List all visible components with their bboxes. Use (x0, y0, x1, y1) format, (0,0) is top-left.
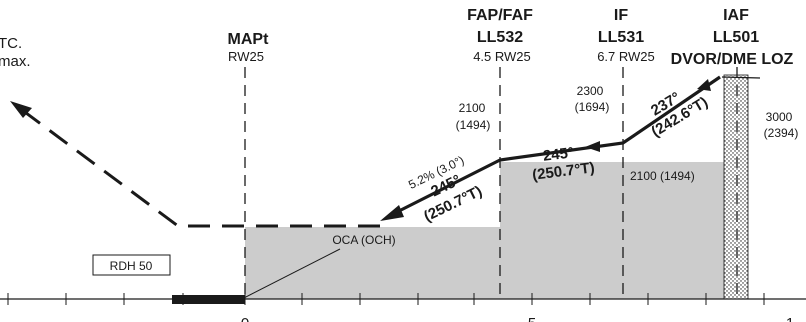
rdh-box (92, 254, 171, 276)
iaf-name-3: DVOR/DME LOZ (671, 51, 794, 68)
if-name-1: IF (614, 7, 628, 24)
missed-approach-path (17, 105, 380, 228)
faf-height: (1494) (456, 118, 491, 132)
iaf-name-2: LL501 (713, 29, 759, 46)
missed-approach-arrowhead (10, 101, 32, 118)
final-approach-arrowhead (380, 205, 404, 221)
if-name-2: LL531 (598, 29, 644, 46)
faf-sub: 4.5 RW25 (473, 49, 531, 64)
if-altitude: 2300 (577, 84, 604, 98)
descent-profile (394, 75, 721, 215)
top-left-text-1: TC. (0, 35, 22, 52)
oca-segment-area (245, 227, 500, 299)
mapt-name: MAPt (228, 31, 270, 48)
iaf-leader-line (721, 76, 761, 79)
oca-och-label: OCA (OCH) (332, 233, 395, 247)
iaf-if-track-arrow (697, 79, 711, 91)
if-sub: 6.7 RW25 (597, 49, 655, 64)
rdh-label: RDH 50 (110, 259, 153, 273)
faf-altitude: 2100 (459, 101, 486, 115)
iaf-stipple-area (723, 74, 749, 300)
plateau-altitude: 2100 (1494) (630, 169, 695, 183)
iaf-name-1: IAF (723, 7, 749, 24)
faf-name-2: LL532 (477, 29, 523, 46)
axis-tick-label-10: 1 (786, 315, 794, 322)
axis-ticks (7, 293, 765, 305)
iaf-altitude: 3000 (766, 110, 793, 124)
if-height: (1694) (575, 100, 610, 114)
faf-name-1: FAP/FAF (467, 7, 533, 24)
iaf-height: (2394) (764, 126, 799, 140)
runway-bar (172, 295, 245, 304)
plateau-segment-area (500, 162, 737, 299)
axis-tick-label-5: 5 (528, 315, 536, 322)
top-left-text-2: max. (0, 53, 31, 70)
axis-tick-label-0: 0 (241, 315, 249, 322)
oca-leader-line (239, 248, 341, 301)
mapt-sub: RW25 (228, 49, 264, 64)
if-faf-track-mag: 245° (542, 144, 575, 165)
if-faf-track-arrow (585, 141, 600, 152)
